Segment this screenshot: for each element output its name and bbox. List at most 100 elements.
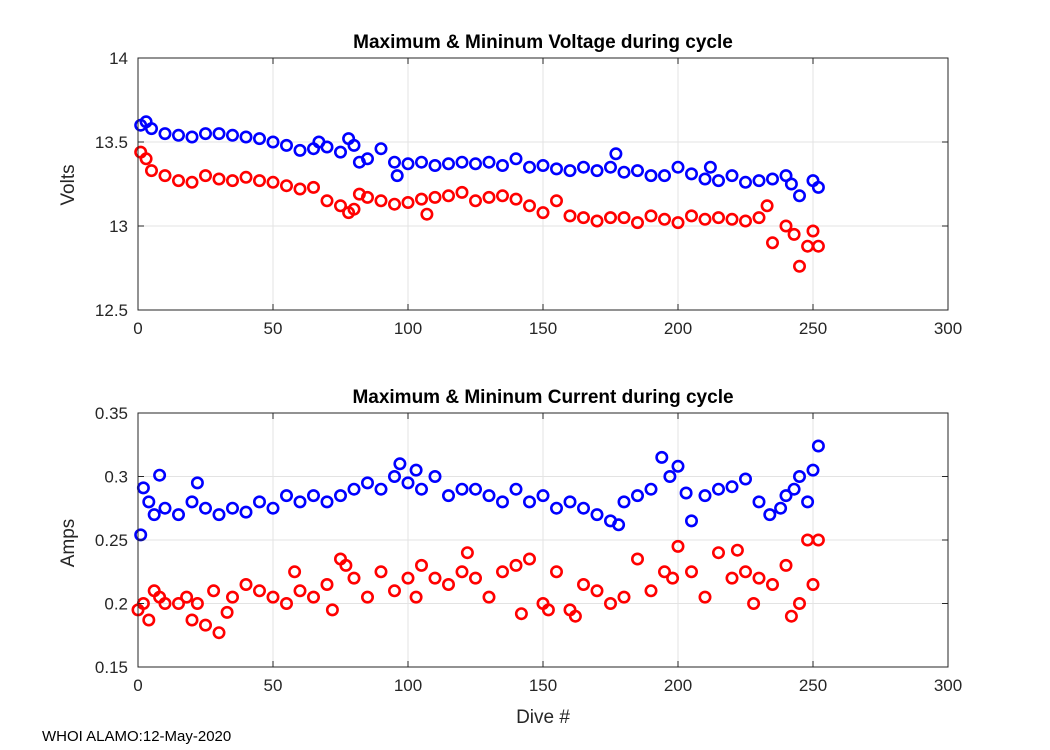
current-maximum-point xyxy=(293,495,307,509)
voltage-minimum-point xyxy=(185,175,199,189)
voltage-minimum-point xyxy=(145,164,159,178)
voltage-maximum-point xyxy=(482,155,496,169)
current-minimum-point xyxy=(725,571,739,585)
current-minimum-point xyxy=(522,552,536,566)
voltage-maximum-point xyxy=(455,155,469,169)
voltage-minimum-point xyxy=(536,206,550,220)
voltage-minimum-point xyxy=(279,179,293,193)
voltage-minimum-point xyxy=(671,216,685,230)
current-maximum-point xyxy=(333,489,347,503)
voltage-minimum-point xyxy=(725,212,739,226)
current-maximum-point xyxy=(360,476,374,490)
current-minimum-point xyxy=(738,565,752,579)
voltage-maximum-point xyxy=(374,142,388,156)
current-minimum-point xyxy=(239,577,253,591)
voltage-minimum-point xyxy=(414,192,428,206)
voltage-minimum-point xyxy=(603,211,617,225)
current-maximum-point xyxy=(253,495,267,509)
current-maximum-point xyxy=(374,482,388,496)
current-maximum-point xyxy=(806,463,820,477)
current-minimum-point xyxy=(514,607,528,621)
current-maximum-point xyxy=(147,508,161,522)
voltage-maximum-point xyxy=(590,164,604,178)
current-maximum-point xyxy=(536,489,550,503)
voltage-maximum-point xyxy=(239,130,253,144)
current-minimum-point xyxy=(279,596,293,610)
current-maximum-point xyxy=(306,489,320,503)
current-xlabel: Dive # xyxy=(516,707,570,728)
current-maximum-point xyxy=(774,501,788,515)
current-maximum-point xyxy=(698,489,712,503)
voltage-minimum-point xyxy=(792,259,806,273)
current-maximum-point xyxy=(630,489,644,503)
current-minimum-point xyxy=(657,565,671,579)
voltage-y-tick-label: 13.5 xyxy=(95,133,128,152)
voltage-minimum-point xyxy=(765,236,779,250)
current-x-tick-label: 100 xyxy=(394,676,422,695)
current-minimum-point xyxy=(698,590,712,604)
voltage-minimum-point xyxy=(239,170,253,184)
current-minimum-point xyxy=(441,577,455,591)
voltage-maximum-point xyxy=(414,155,428,169)
voltage-maximum-point xyxy=(441,157,455,171)
voltage-maximum-point xyxy=(563,164,577,178)
voltage-maximum-point xyxy=(784,177,798,191)
voltage-maximum-point xyxy=(212,127,226,141)
voltage-minimum-point xyxy=(401,196,415,210)
voltage-minimum-point xyxy=(630,216,644,230)
voltage-minimum-point xyxy=(441,189,455,203)
footer-text: WHOI ALAMO:12-May-2020 xyxy=(42,728,231,745)
voltage-ylabel: Volts xyxy=(58,164,79,205)
voltage-minimum-point xyxy=(306,180,320,194)
current-minimum-point xyxy=(468,571,482,585)
voltage-x-tick-label: 200 xyxy=(664,319,692,338)
current-maximum-point xyxy=(644,482,658,496)
current-ylabel: Amps xyxy=(58,519,79,568)
voltage-minimum-point xyxy=(253,174,267,188)
current-minimum-point xyxy=(360,590,374,604)
current-maximum-point xyxy=(387,469,401,483)
voltage-y-tick-label: 14 xyxy=(109,49,128,68)
current-minimum-point xyxy=(220,605,234,619)
current-minimum-point xyxy=(199,618,213,632)
current-maximum-point xyxy=(441,489,455,503)
current-minimum-point xyxy=(509,558,523,572)
current-x-tick-label: 250 xyxy=(799,676,827,695)
current-maximum-point xyxy=(172,508,186,522)
current-minimum-point xyxy=(325,603,339,617)
voltage-maximum-point xyxy=(199,127,213,141)
voltage-maximum-point xyxy=(609,147,623,161)
voltage-maximum-point xyxy=(279,138,293,152)
current-maximum-point xyxy=(393,457,407,471)
current-minimum-point xyxy=(644,584,658,598)
current-maximum-point xyxy=(725,480,739,494)
current-minimum-point xyxy=(811,533,825,547)
current-minimum-point xyxy=(172,596,186,610)
voltage-minimum-point xyxy=(320,194,334,208)
voltage-plot: Maximum & Mininum Voltage during cycle V… xyxy=(58,32,962,338)
current-y-tick-label: 0.25 xyxy=(95,531,128,550)
voltage-minimum-point xyxy=(495,189,509,203)
current-maximum-point xyxy=(655,450,669,464)
voltage-minimum-point xyxy=(549,194,563,208)
voltage-maximum-point xyxy=(549,162,563,176)
current-minimum-point xyxy=(180,590,194,604)
voltage-minimum-point xyxy=(644,209,658,223)
voltage-maximum-point xyxy=(752,174,766,188)
voltage-maximum-point xyxy=(468,157,482,171)
voltage-maximum-point xyxy=(725,169,739,183)
voltage-minimum-point xyxy=(212,172,226,186)
voltage-minimum-point xyxy=(468,194,482,208)
current-x-tick-label: 50 xyxy=(264,676,283,695)
current-maximum-point xyxy=(414,482,428,496)
current-maximum-point xyxy=(190,476,204,490)
current-maximum-point xyxy=(509,482,523,496)
current-y-tick-label: 0.15 xyxy=(95,658,128,677)
current-maximum-point xyxy=(684,514,698,528)
current-maximum-point xyxy=(787,482,801,496)
current-maximum-point xyxy=(763,508,777,522)
current-x-tick-label: 200 xyxy=(664,676,692,695)
voltage-x-tick-label: 300 xyxy=(934,319,962,338)
voltage-maximum-point xyxy=(630,164,644,178)
voltage-minimum-point xyxy=(811,239,825,253)
